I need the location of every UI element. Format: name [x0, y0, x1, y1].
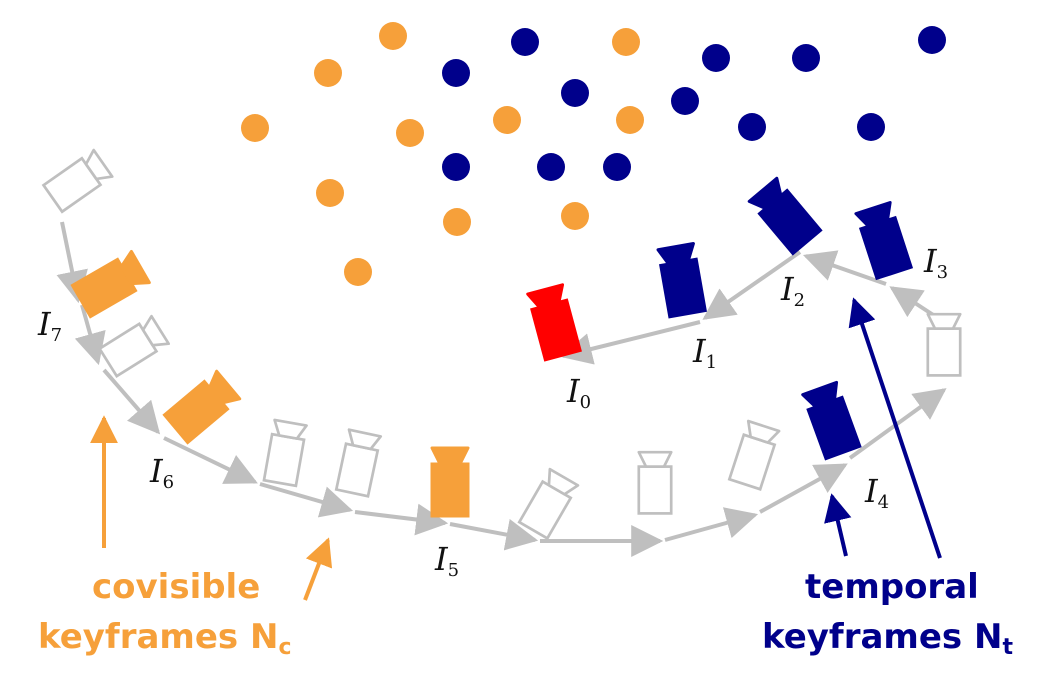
keyframe-label-I3: I3: [923, 242, 948, 283]
map-point-temporal: [702, 44, 730, 72]
map-point-covisible: [314, 59, 342, 87]
map-point-covisible: [616, 106, 644, 134]
keyframe-label-I1: I1: [692, 332, 717, 373]
keyframe-label-I4: I4: [864, 472, 889, 513]
camera-I0-body: [530, 298, 582, 362]
camera-other-6-lens: [637, 450, 673, 468]
camera-other-6: [637, 450, 673, 515]
camera-other-4-lens: [347, 428, 383, 451]
camera-I2: [747, 176, 823, 256]
map-point-temporal: [857, 113, 885, 141]
temporal-pointer-arrows: [824, 297, 942, 559]
camera-other-7-lens: [746, 419, 781, 444]
camera-I7-lens: [120, 249, 151, 286]
camera-other-8-body: [926, 327, 962, 377]
camera-other-1: [41, 148, 114, 214]
trajectory-path: [56, 221, 947, 557]
map-point-temporal: [603, 153, 631, 181]
camera-other-4: [334, 428, 383, 498]
camera-I3-lens: [854, 200, 892, 228]
map-point-temporal: [442, 59, 470, 87]
map-point-temporal: [561, 79, 589, 107]
camera-other-8-lens: [926, 312, 962, 330]
keyframe-label-I5: I5: [434, 540, 459, 581]
camera-I2-lens: [747, 176, 783, 211]
camera-other-3-lens: [273, 418, 308, 440]
map-point-covisible: [493, 106, 521, 134]
map-point-covisible: [344, 258, 372, 286]
map-point-temporal: [918, 26, 946, 54]
camera-other-8: [926, 312, 962, 377]
temporal-legend: temporal keyframes Nt: [762, 567, 1013, 660]
map-point-covisible: [241, 114, 269, 142]
camera-other-1-lens: [84, 148, 114, 181]
camera-other-2: [97, 314, 170, 378]
camera-other-6-body: [637, 465, 673, 515]
trajectory-segment: [802, 250, 887, 286]
camera-I5: [430, 446, 470, 518]
keyframe-label-I0: I0: [566, 372, 591, 413]
camera-I4-lens: [801, 380, 839, 409]
camera-I0: [526, 283, 582, 362]
trajectory-segment: [163, 436, 258, 484]
trajectory-segment: [102, 368, 161, 435]
trajectory-segment: [702, 250, 802, 320]
trajectory-segment: [559, 320, 701, 365]
covisible-legend: covisible keyframes Nc: [38, 567, 292, 660]
camera-I6-lens: [207, 369, 242, 405]
trajectory-segment: [759, 463, 848, 514]
trajectory-segment: [664, 507, 759, 542]
trajectory-segment: [449, 518, 539, 551]
camera-other-2-lens: [141, 314, 170, 347]
map-point-temporal: [792, 44, 820, 72]
map-point-covisible: [396, 119, 424, 147]
map-point-covisible: [443, 208, 471, 236]
trajectory-segment: [354, 503, 449, 536]
camera-I4: [801, 380, 862, 461]
camera-I1-lens: [656, 242, 695, 266]
camera-I5-lens: [430, 446, 470, 466]
camera-I6: [162, 369, 242, 445]
map-point-covisible: [316, 179, 344, 207]
camera-other-5-lens: [547, 467, 580, 496]
map-point-temporal: [738, 113, 766, 141]
keyframe-label-I7: I7: [37, 305, 62, 346]
map-point-temporal: [537, 153, 565, 181]
trajectory-segment: [259, 482, 354, 518]
camera-I0-lens: [526, 283, 565, 309]
camera-other-4-body: [334, 442, 380, 498]
keyframe-labels: I0 I1 I2 I3 I4 I5 I6 I7: [37, 242, 948, 581]
covisible-legend-line2: keyframes Nc: [38, 617, 292, 660]
map-point-covisible: [612, 28, 640, 56]
camera-poses: [41, 148, 962, 541]
camera-I7: [70, 249, 151, 319]
camera-other-5: [517, 467, 580, 541]
camera-other-3-body: [262, 432, 306, 488]
camera-other-3: [262, 418, 308, 488]
camera-other-7: [727, 419, 781, 491]
trajectory-segment: [74, 304, 106, 366]
camera-I1: [656, 242, 707, 319]
map-points: [241, 22, 946, 286]
camera-I1-body: [659, 257, 707, 319]
map-point-temporal: [671, 87, 699, 115]
map-point-covisible: [379, 22, 407, 50]
camera-I3: [854, 200, 914, 281]
map-point-temporal: [511, 28, 539, 56]
map-point-temporal: [442, 153, 470, 181]
camera-I5-body: [430, 462, 470, 518]
covisible-pointer-arrows: [90, 415, 333, 601]
map-point-covisible: [561, 202, 589, 230]
temporal-legend-line2: keyframes Nt: [762, 617, 1013, 660]
covisible-legend-line1: covisible: [92, 567, 260, 607]
keyframe-label-I2: I2: [780, 270, 805, 311]
keyframe-label-I6: I6: [149, 452, 174, 493]
temporal-legend-line1: temporal: [805, 567, 979, 607]
